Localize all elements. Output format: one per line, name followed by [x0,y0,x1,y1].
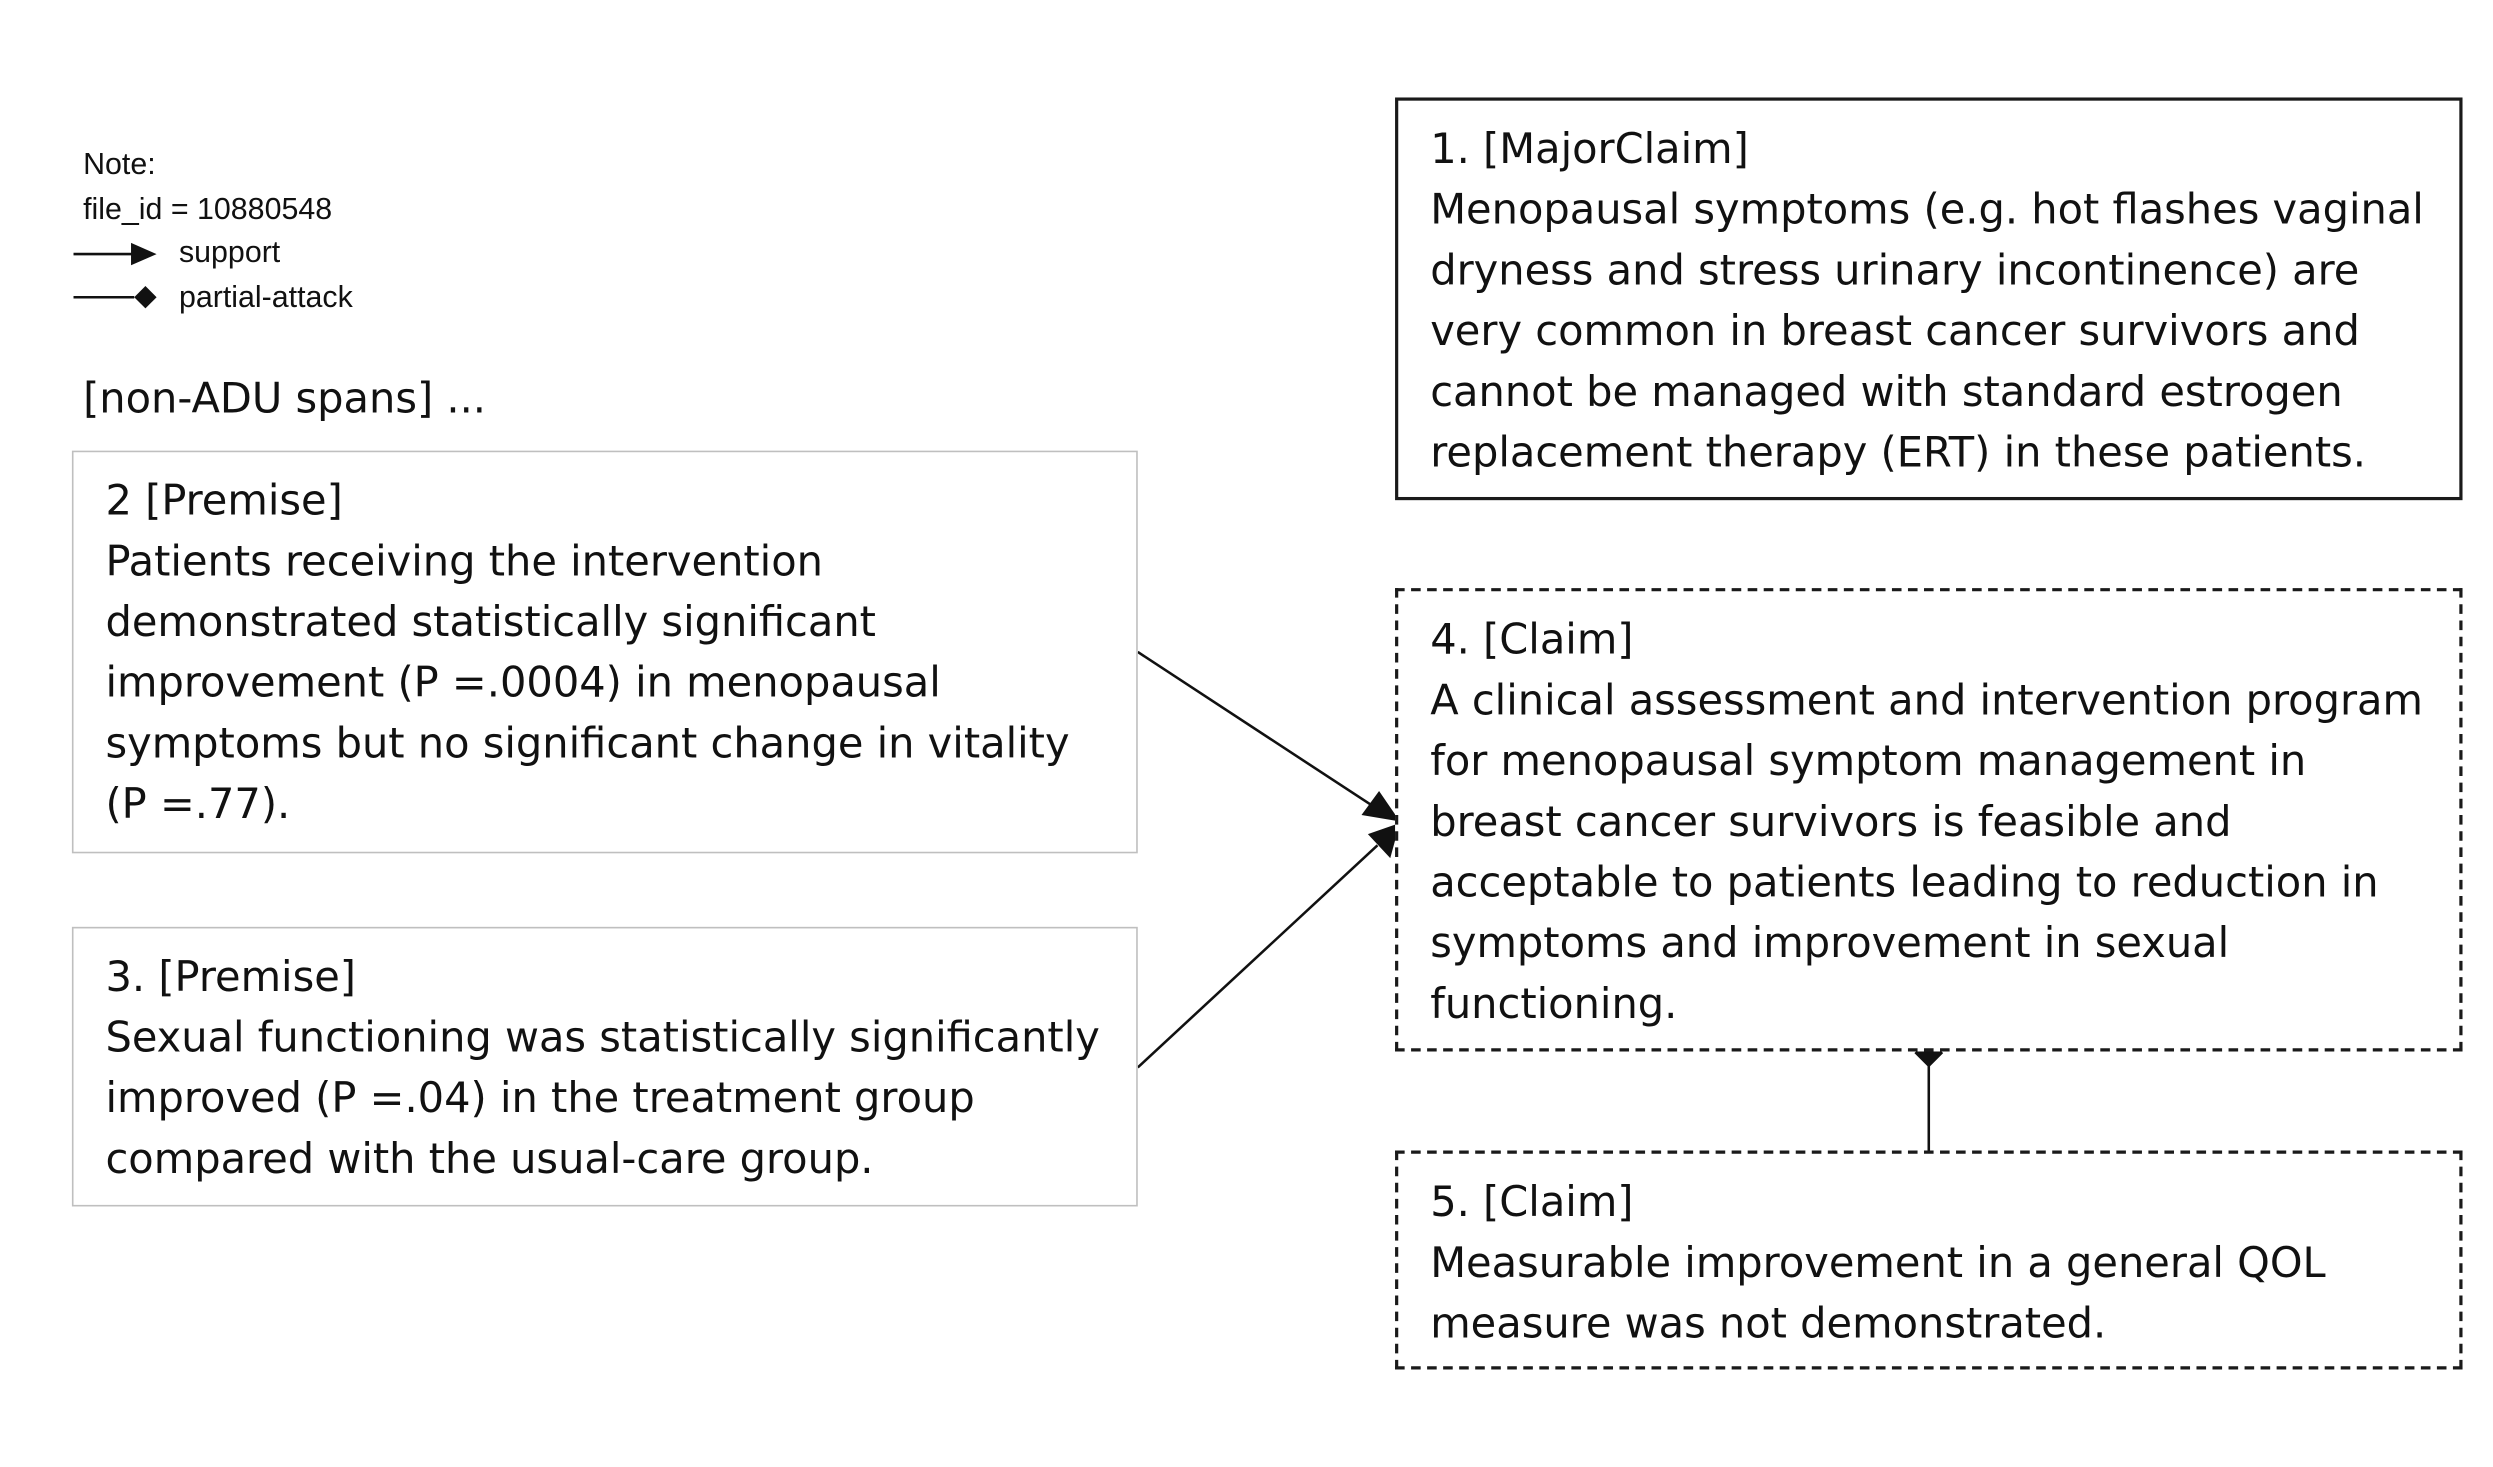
node-2-text: Patients receiving the intervention demo… [105,538,1070,830]
legend-file-id: file_id = 10880548 [83,192,333,227]
node-3-header: 3. [Premise] [105,954,357,1002]
node-2-header: 2 [Premise] [105,477,343,526]
node-1-major-claim: 1. [MajorClaim] Menopausal symptoms (e.g… [1395,97,2463,501]
legend-attack-row: partial-attack [73,276,353,320]
legend-note-label: Note: [83,148,156,183]
node-4-header: 4. [Claim] [1430,616,1634,665]
node-4-claim: 4. [Claim] A clinical assessment and int… [1395,588,2463,1052]
node-3-premise: 3. [Premise] Sexual functioning was stat… [71,926,1138,1207]
legend-support-row: support [73,232,353,276]
node-1-text: Menopausal symptoms (e.g. hot flashes va… [1430,186,2424,478]
edge-3-to-4-support [1136,844,1379,1069]
legend: Note: file_id = 10880548 support partial… [73,144,353,320]
non-adu-spans: [non-ADU spans] ... [83,375,487,424]
node-5-claim: 5. [Claim] Measurable improvement in a g… [1395,1150,2463,1370]
support-arrow-icon [73,242,157,265]
node-5-text: Measurable improvement in a general QOL … [1430,1240,2326,1349]
node-4-text: A clinical assessment and intervention p… [1430,677,2423,1030]
node-1-header: 1. [MajorClaim] [1430,126,1749,175]
legend-attack-label: partial-attack [178,280,353,315]
edge-2-to-4-support [1137,650,1375,809]
partial-attack-diamond-icon [73,286,157,309]
node-5-header: 5. [Claim] [1430,1179,1634,1228]
node-3-text: Sexual functioning was statistically sig… [105,1014,1100,1185]
node-2-premise: 2 [Premise] Patients receiving the inter… [71,450,1138,854]
legend-support-label: support [178,236,281,271]
